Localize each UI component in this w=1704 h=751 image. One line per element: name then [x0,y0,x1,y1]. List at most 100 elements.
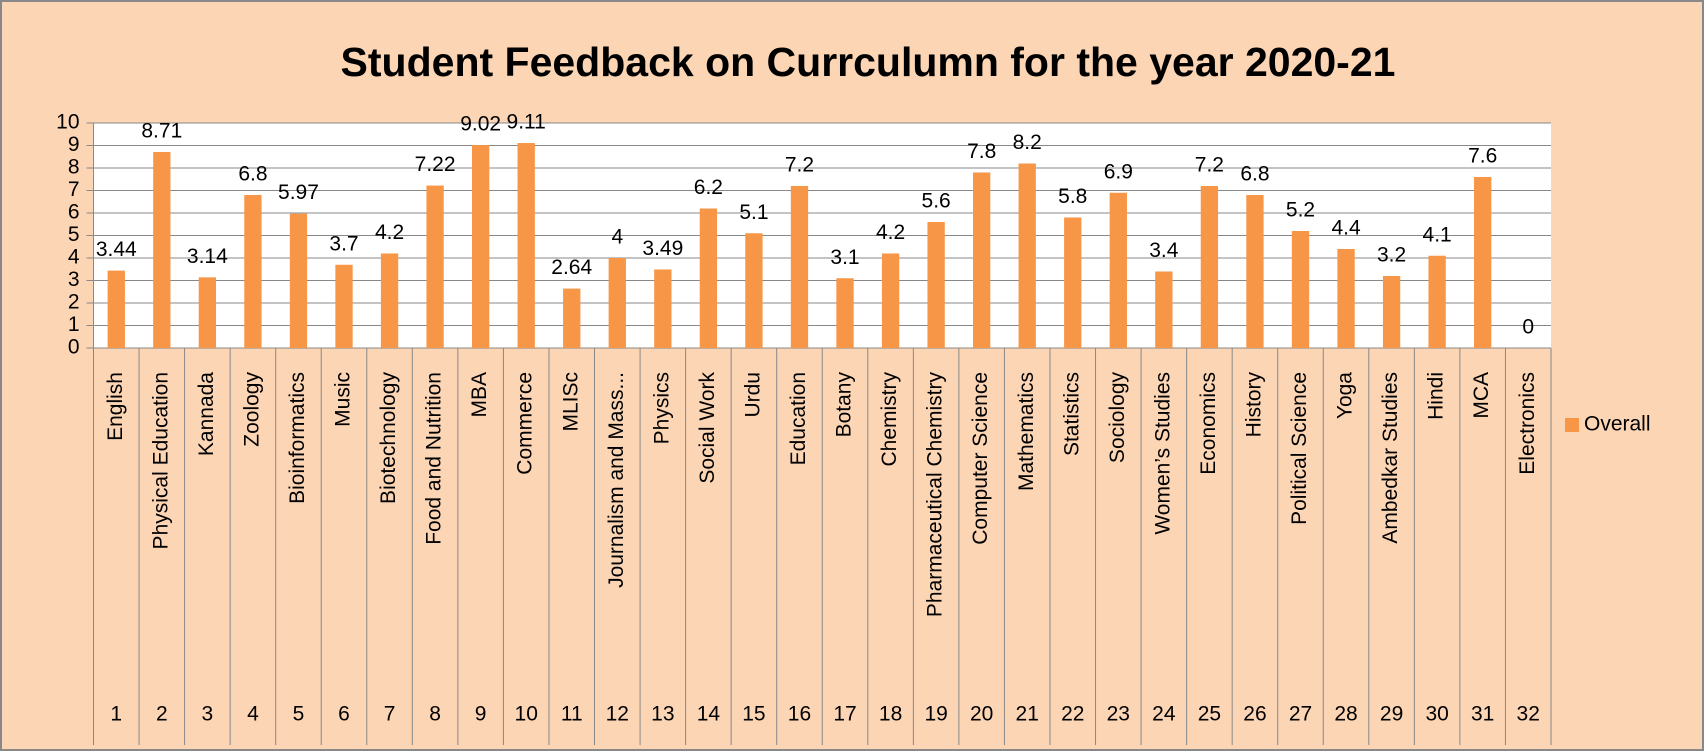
bar [1018,163,1036,348]
bar [1291,231,1310,348]
category-number: 11 [561,703,583,726]
data-label: 5.1 [739,201,768,224]
category-number: 23 [1107,703,1130,726]
category-number: 21 [1016,703,1039,726]
x-tick-label: Physical Education [149,372,172,549]
data-label: 5.2 [1286,199,1315,222]
x-tick-label: Computer Science [969,372,992,545]
data-label: 6.2 [694,176,723,199]
bar [107,270,125,348]
category-number: 7 [384,703,396,726]
bar [289,213,308,348]
legend-swatch [1565,418,1579,432]
data-label: 4.1 [1423,223,1452,246]
y-tick-label: 7 [68,178,80,201]
category-number: 1 [110,703,122,726]
data-label: 6.9 [1104,160,1133,183]
bar [973,172,991,348]
chart-title: Student Feedback on Currculumn for the y… [341,39,1396,85]
data-label: 6.8 [1240,163,1269,186]
category-number: 13 [651,703,674,726]
x-tick-label: Music [332,372,355,427]
category-number: 27 [1289,703,1312,726]
data-label: 3.44 [96,238,137,261]
bar [1337,249,1355,348]
x-tick-label: Pharmaceutical Chemistry [924,372,947,618]
x-tick-label: Social Work [696,372,719,484]
category-number: 9 [475,703,487,726]
x-tick-label: Bioinformatics [286,372,309,504]
data-label: 3.4 [1149,239,1179,262]
category-number: 2 [156,703,168,726]
category-number: 18 [879,703,902,726]
y-tick-label: 6 [68,201,80,224]
bar [1474,177,1492,348]
data-label: 7.2 [1195,154,1224,177]
data-label: 5.97 [278,181,319,204]
data-label: 7.6 [1468,145,1497,168]
data-label: 4.4 [1331,217,1361,240]
y-tick-label: 5 [68,223,80,246]
data-label: 6.8 [238,163,267,186]
x-tick-label: Political Science [1288,372,1311,525]
x-tick-label: Education [787,372,810,465]
x-tick-label: English [104,372,127,441]
data-label: 3.7 [329,232,358,255]
bar [380,253,399,348]
data-label: 4 [611,226,623,249]
x-tick-label: Zoology [240,372,263,447]
x-tick-label: Electronics [1516,372,1539,475]
x-tick-label: Journalism and Mass... [605,372,628,588]
data-label: 4.2 [375,221,404,244]
bar [881,253,900,348]
y-tick-label: 1 [68,313,80,336]
data-label: 8.71 [141,120,182,143]
data-label: 9.11 [507,111,546,134]
x-tick-label: Urdu [741,372,764,418]
y-tick-label: 8 [68,156,80,179]
bar [1155,271,1173,348]
data-label: 7.22 [415,153,456,176]
bar [654,269,672,348]
category-number: 8 [429,703,441,726]
category-number: 3 [202,703,214,726]
x-tick-label: Economics [1197,372,1220,475]
category-number: 14 [697,703,721,726]
x-tick-label: MLISc [559,372,582,432]
bar [471,145,490,348]
y-tick-label: 3 [68,268,80,291]
bar [563,288,581,348]
category-number: 25 [1198,703,1221,726]
bar [517,143,535,348]
category-number: 17 [833,703,856,726]
data-label: 9.02 [460,113,501,136]
x-tick-label: Women’s Studies [1151,372,1174,535]
bar [1200,186,1219,348]
bar [790,186,809,348]
data-label: 5.8 [1058,185,1087,208]
category-number: 20 [970,703,993,726]
data-label: 2.64 [551,256,592,279]
category-number: 12 [606,703,629,726]
category-number: 4 [247,703,259,726]
y-tick-label: 9 [68,133,80,156]
bar [153,152,171,348]
category-number: 31 [1471,703,1494,726]
x-tick-label: History [1242,372,1265,438]
bar [198,277,217,348]
data-label: 3.14 [187,245,228,268]
x-tick-label: MBA [468,372,491,418]
bar [745,233,763,348]
bar [1382,276,1401,348]
category-number: 30 [1425,703,1448,726]
y-tick-label: 10 [56,111,79,134]
data-label: 7.2 [785,154,814,177]
bar [836,278,854,348]
category-number: 29 [1380,703,1403,726]
category-number: 32 [1517,703,1540,726]
data-label: 8.2 [1013,131,1042,154]
bar [608,258,626,348]
bar [244,195,262,348]
x-tick-label: Physics [650,372,673,444]
